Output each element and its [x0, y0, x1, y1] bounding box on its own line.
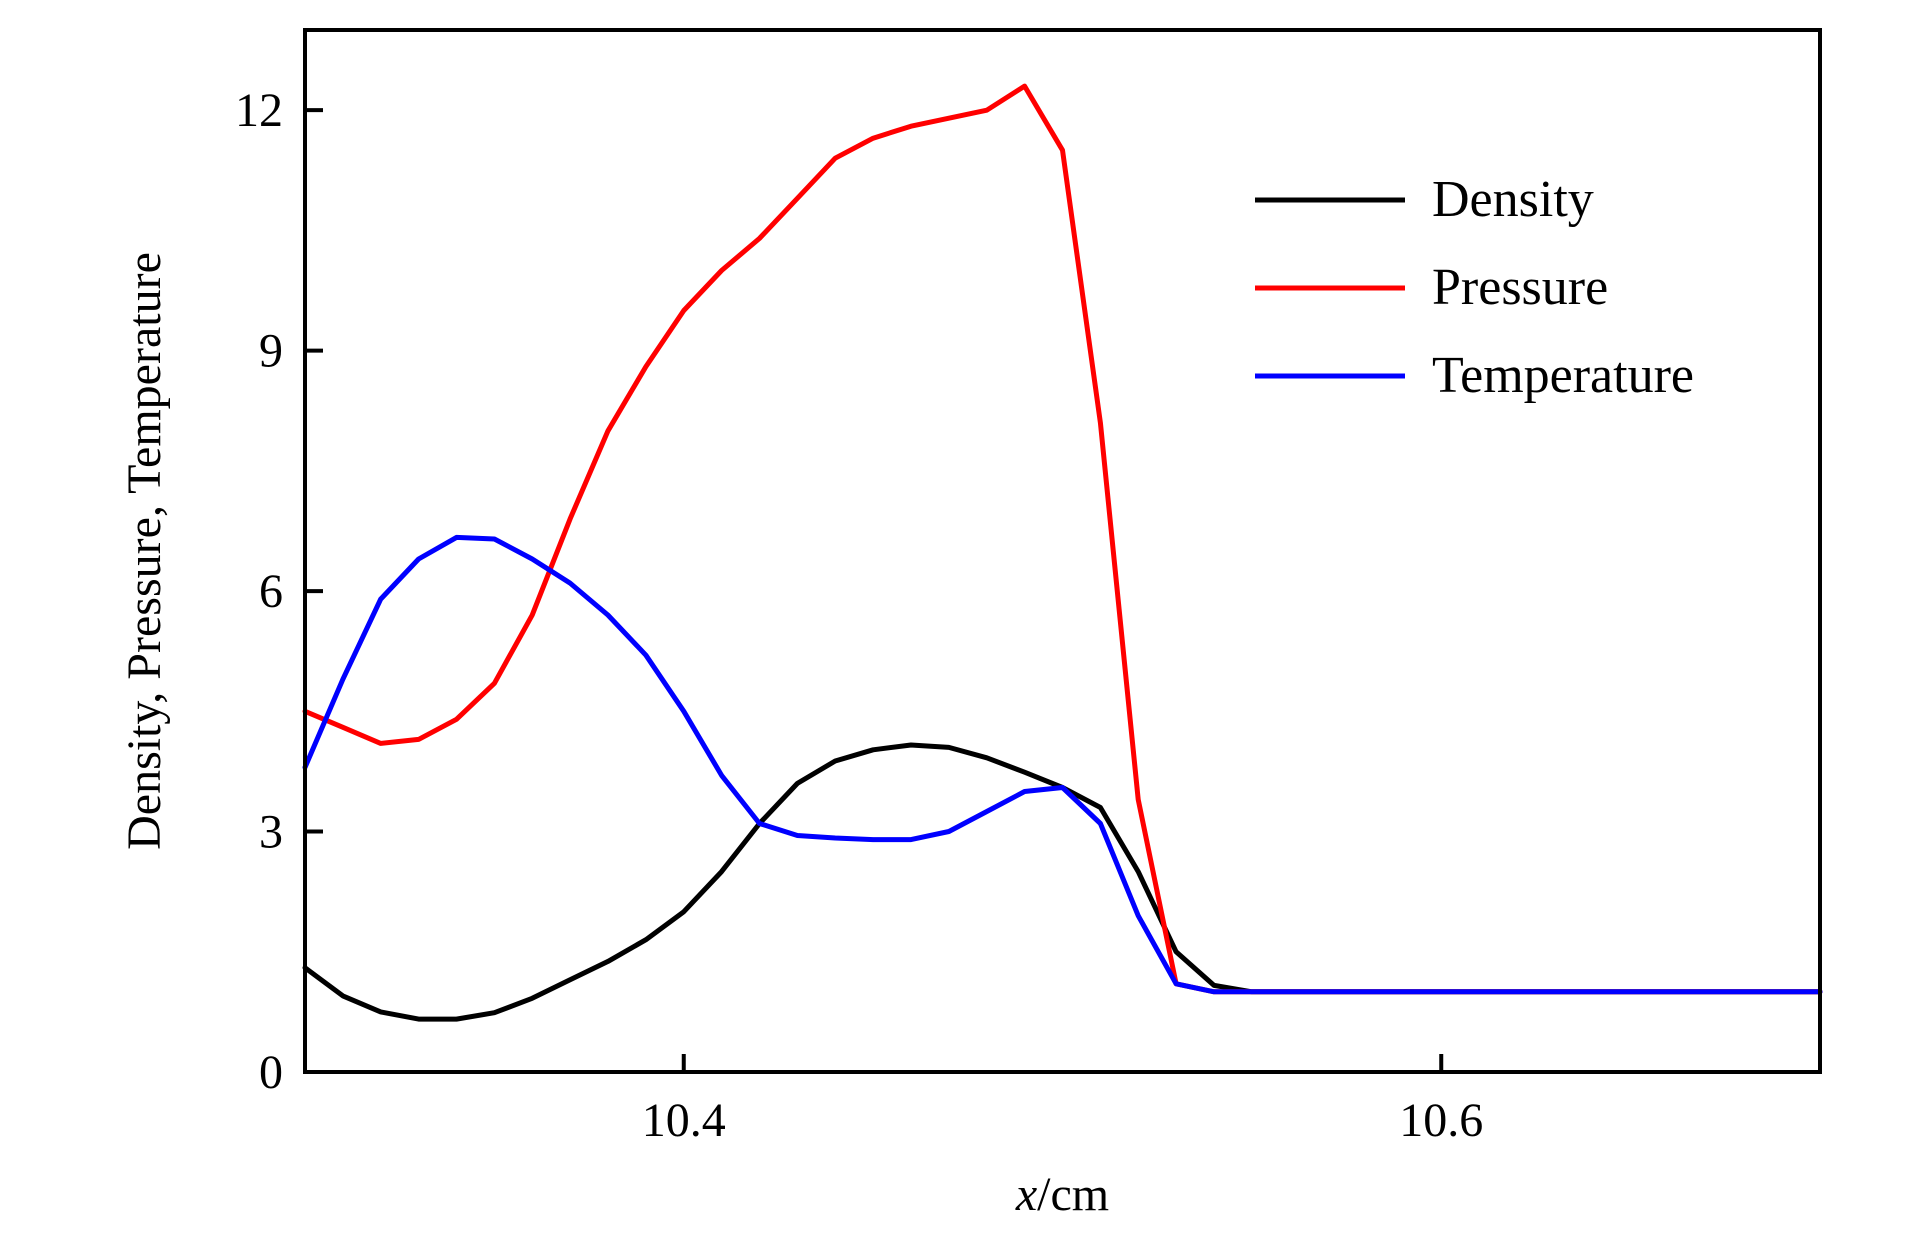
x-axis-label: x/cm — [1015, 1168, 1109, 1221]
legend-label-pressure: Pressure — [1432, 259, 1608, 316]
legend-label-density: Density — [1432, 171, 1594, 228]
y-axis-ticks: 0 3 6 9 12 — [235, 84, 323, 1099]
y-tick-label: 3 — [259, 806, 283, 859]
series-line-temperature — [302, 534, 1823, 995]
y-tick-label: 6 — [259, 565, 283, 618]
y-tick-label: 0 — [259, 1046, 283, 1099]
y-tick-label: 12 — [235, 84, 283, 137]
x-tick-label: 10.6 — [1399, 1094, 1483, 1147]
series-layer — [302, 83, 1823, 1022]
x-axis-label-unit: /cm — [1037, 1168, 1109, 1221]
y-tick-label: 9 — [259, 325, 283, 378]
plot-frame — [303, 28, 1822, 1074]
x-axis-ticks: 10.4 10.6 — [642, 1054, 1483, 1147]
legend-label-temperature: Temperature — [1432, 347, 1694, 404]
legend: Density Pressure Temperature — [1255, 171, 1694, 404]
x-tick-label: 10.4 — [642, 1094, 726, 1147]
x-axis-label-variable: x — [1015, 1168, 1037, 1221]
y-axis-label: Density, Pressure, Temperature — [118, 252, 171, 850]
